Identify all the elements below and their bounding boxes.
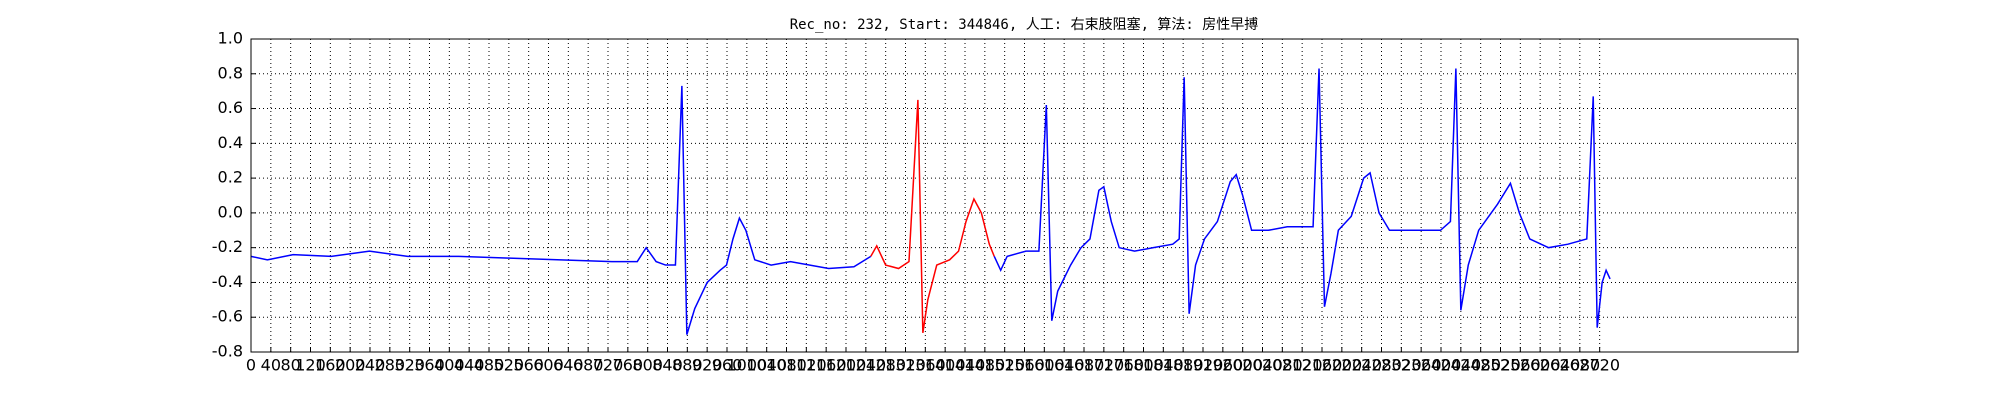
x-tick-label: 320	[394, 356, 425, 375]
y-tick-label: 0.8	[218, 63, 243, 82]
x-tick-label: 2280	[1361, 356, 1402, 375]
x-tick-label: 1360	[905, 356, 946, 375]
x-tick-label: 1840	[1143, 356, 1184, 375]
x-tick-label: 120	[295, 356, 326, 375]
x-tick-label: 1280	[865, 356, 906, 375]
y-tick-label: -0.4	[212, 272, 243, 291]
x-tick-label: 840	[652, 356, 683, 375]
y-tick-label: -0.2	[212, 237, 243, 256]
y-tick-label: -0.8	[212, 342, 243, 361]
x-tick-label: 720	[593, 356, 624, 375]
x-tick-label: 1120	[786, 356, 827, 375]
x-tick-label: 1200	[826, 356, 867, 375]
x-tick-label: 2360	[1401, 356, 1442, 375]
x-tick-label: 1440	[945, 356, 986, 375]
x-tick-label: 920	[692, 356, 723, 375]
x-tick-label: 240	[355, 356, 386, 375]
x-tick-label: 2160	[1302, 356, 1343, 375]
x-tick-label: 80	[280, 356, 300, 375]
x-tick-label: 400	[434, 356, 465, 375]
x-tick-label: 2600	[1520, 356, 1561, 375]
x-tick-label: 520	[494, 356, 525, 375]
x-tick-label: 600	[533, 356, 564, 375]
x-tick-label: 1720	[1083, 356, 1124, 375]
x-tick-label: 360	[414, 356, 445, 375]
x-tick-label: 2080	[1262, 356, 1303, 375]
x-tick-label: 760	[613, 356, 644, 375]
x-tick-label: 1040	[746, 356, 787, 375]
x-tick-label: 1240	[845, 356, 886, 375]
x-tick-label: 280	[375, 356, 406, 375]
x-tick-label: 1800	[1123, 356, 1164, 375]
x-tick-label: 1560	[1004, 356, 1045, 375]
x-tick-label: 2520	[1480, 356, 1521, 375]
x-tick-label: 1000	[726, 356, 767, 375]
x-tick-label: 1600	[1024, 356, 1065, 375]
x-tick-label: 560	[513, 356, 544, 375]
x-tick-label: 440	[454, 356, 485, 375]
x-tick-label: 1880	[1163, 356, 1204, 375]
x-tick-label: 1680	[1064, 356, 1105, 375]
y-tick-label: 0.4	[218, 133, 243, 152]
x-tick-label: 800	[632, 356, 663, 375]
x-tick-label: 2400	[1421, 356, 1462, 375]
x-tick-label: 480	[474, 356, 505, 375]
ecg-line	[870, 99, 995, 333]
x-tick-label: 1400	[925, 356, 966, 375]
y-tick-label: -0.6	[212, 307, 243, 326]
x-tick-label: 2040	[1242, 356, 1283, 375]
y-tick-label: 0.0	[218, 202, 243, 221]
x-tick-label: 1480	[964, 356, 1005, 375]
chart-title: Rec_no: 232, Start: 344846, 人工: 右束肢阻塞, 算…	[790, 16, 1259, 33]
x-tick-label: 2320	[1381, 356, 1422, 375]
x-tick-label: 0	[246, 356, 256, 375]
x-tick-label: 1160	[806, 356, 847, 375]
x-tick-label: 2560	[1500, 356, 1541, 375]
x-tick-label: 960	[712, 356, 743, 375]
x-tick-label: 2120	[1282, 356, 1323, 375]
ecg-line	[250, 85, 872, 335]
x-tick-label: 1760	[1103, 356, 1144, 375]
x-tick-label: 1520	[984, 356, 1025, 375]
x-tick-label: 2200	[1321, 356, 1362, 375]
x-tick-label: 2720	[1579, 356, 1620, 375]
x-tick-label: 40	[261, 356, 281, 375]
x-tick-label: 1960	[1202, 356, 1243, 375]
x-tick-label: 880	[672, 356, 703, 375]
x-tick-label: 1920	[1183, 356, 1224, 375]
x-tick-label: 2680	[1559, 356, 1600, 375]
x-tick-label: 2240	[1341, 356, 1382, 375]
x-tick-label: 2640	[1540, 356, 1581, 375]
x-tick-label: 680	[573, 356, 604, 375]
x-tick-label: 200	[335, 356, 366, 375]
x-tick-label: 1640	[1044, 356, 1085, 375]
x-tick-label: 1080	[766, 356, 807, 375]
ecg-line	[993, 68, 1611, 328]
plot-frame	[250, 38, 1799, 353]
y-tick-label: 0.2	[218, 168, 243, 187]
y-tick-label: 0.6	[218, 98, 243, 117]
x-tick-label: 2000	[1222, 356, 1263, 375]
x-tick-label: 2440	[1440, 356, 1481, 375]
x-tick-label: 640	[553, 356, 584, 375]
x-tick-label: 1320	[885, 356, 926, 375]
y-tick-label: 1.0	[218, 29, 243, 48]
x-tick-label: 160	[315, 356, 346, 375]
x-tick-label: 2480	[1460, 356, 1501, 375]
